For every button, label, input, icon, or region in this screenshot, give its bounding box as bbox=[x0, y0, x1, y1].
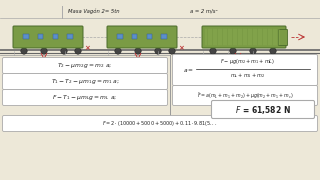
Bar bbox=[52, 34, 58, 39]
Bar bbox=[23, 34, 29, 39]
Text: $F - \mu g(m_2 + m_1 + mL)$: $F - \mu g(m_2 + m_1 + mL)$ bbox=[220, 57, 276, 66]
FancyBboxPatch shape bbox=[202, 26, 286, 48]
FancyBboxPatch shape bbox=[172, 86, 317, 105]
Text: $F$ = 61,582 N: $F$ = 61,582 N bbox=[235, 103, 291, 116]
Circle shape bbox=[61, 48, 67, 54]
FancyBboxPatch shape bbox=[3, 73, 167, 89]
FancyBboxPatch shape bbox=[3, 89, 167, 105]
Text: $a = $: $a = $ bbox=[183, 66, 194, 73]
Text: $F - T_1 - \mu m_L g = m_L\ a;$: $F - T_1 - \mu m_L g = m_L\ a;$ bbox=[52, 93, 118, 102]
FancyBboxPatch shape bbox=[3, 57, 167, 73]
Circle shape bbox=[155, 48, 161, 54]
Bar bbox=[161, 34, 167, 39]
Text: ×: × bbox=[178, 45, 184, 51]
Circle shape bbox=[135, 48, 141, 54]
Circle shape bbox=[270, 48, 276, 54]
Circle shape bbox=[250, 48, 256, 54]
Text: $T_1 - T_2 - \mu m_1 g = m_1\ a;$: $T_1 - T_2 - \mu m_1 g = m_1\ a;$ bbox=[51, 77, 119, 86]
Circle shape bbox=[21, 48, 27, 54]
FancyBboxPatch shape bbox=[3, 116, 317, 132]
Text: Masa Vagón 2= 5tn: Masa Vagón 2= 5tn bbox=[68, 8, 120, 14]
Bar bbox=[67, 34, 73, 39]
Circle shape bbox=[115, 48, 121, 54]
Circle shape bbox=[230, 48, 236, 54]
Text: $\bar{F} = a(m_L + m_1 + m_2) + \mu g(m_2 + m_1 + m_c)$: $\bar{F} = a(m_L + m_1 + m_2) + \mu g(m_… bbox=[197, 91, 293, 101]
Text: a = 2 m/s²: a = 2 m/s² bbox=[190, 8, 218, 14]
Text: $T_2 - \mu m_2 g = m_2\ a;$: $T_2 - \mu m_2 g = m_2\ a;$ bbox=[57, 61, 113, 70]
Bar bbox=[147, 34, 152, 39]
Circle shape bbox=[210, 48, 216, 54]
Bar bbox=[38, 34, 44, 39]
Bar bbox=[132, 34, 137, 39]
Text: $F = 2\cdot(10000 + 5000 + 5000) + 0.11\cdot 9.81(5...$: $F = 2\cdot(10000 + 5000 + 5000) + 0.11\… bbox=[102, 119, 218, 128]
FancyBboxPatch shape bbox=[278, 30, 287, 46]
Bar bbox=[117, 34, 123, 39]
Text: $m_L + m_1 + m_2$: $m_L + m_1 + m_2$ bbox=[230, 71, 266, 80]
Circle shape bbox=[75, 48, 81, 54]
FancyBboxPatch shape bbox=[212, 100, 315, 118]
FancyBboxPatch shape bbox=[172, 55, 317, 86]
FancyBboxPatch shape bbox=[107, 26, 177, 48]
FancyBboxPatch shape bbox=[13, 26, 83, 48]
Circle shape bbox=[169, 48, 175, 54]
Text: ×: × bbox=[84, 45, 90, 51]
Circle shape bbox=[41, 48, 47, 54]
